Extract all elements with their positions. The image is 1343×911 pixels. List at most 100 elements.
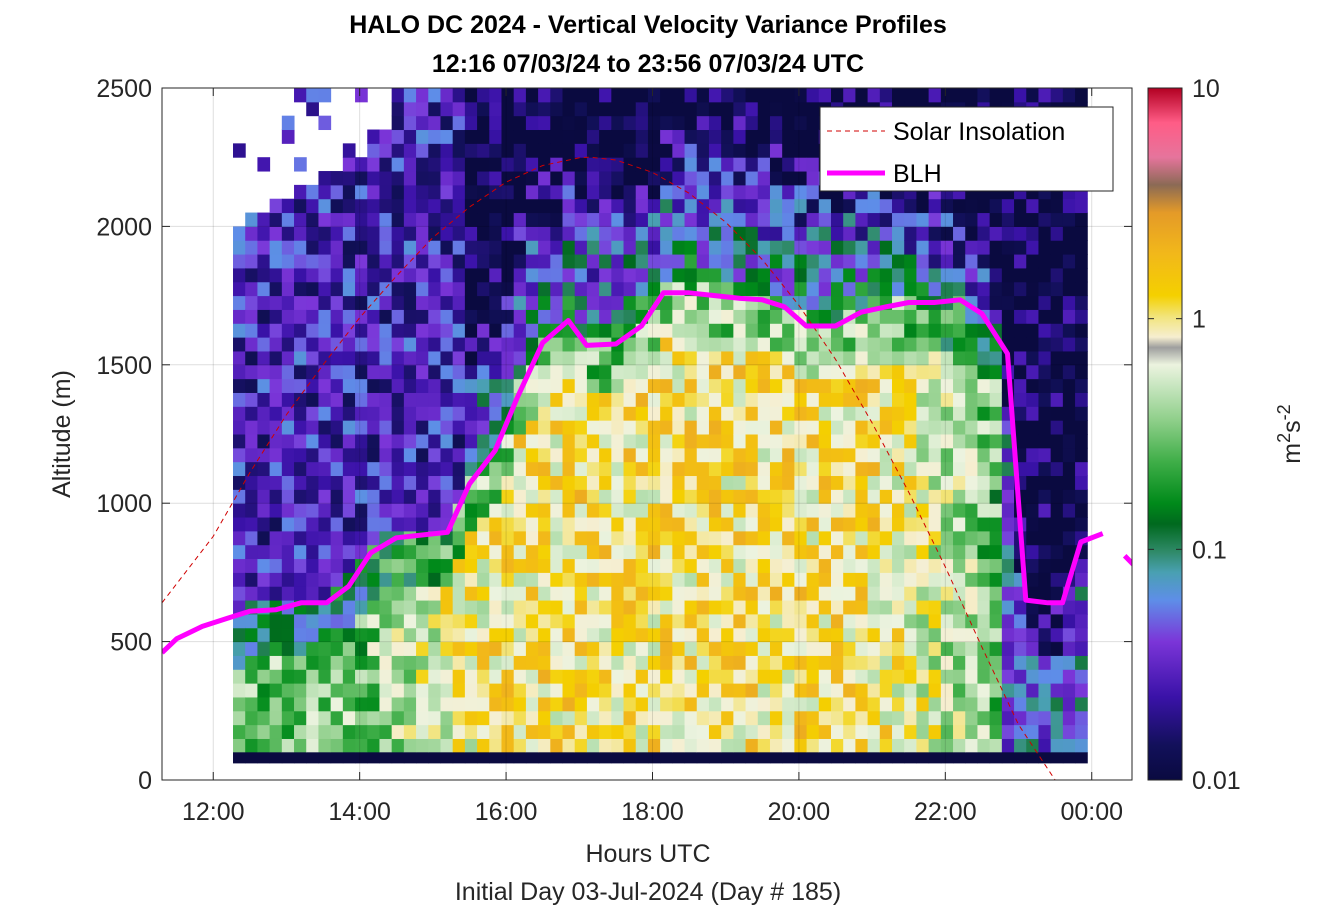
variance-cell (684, 544, 698, 560)
variance-cell (611, 198, 625, 214)
variance-cell (416, 586, 429, 601)
variance-cell (257, 558, 271, 573)
variance-cell (782, 88, 795, 103)
variance-cell (245, 295, 258, 310)
variance-cell (879, 613, 893, 629)
variance-cell (611, 101, 625, 117)
variance-cell (550, 226, 564, 241)
x-tick-label: 12:00 (182, 798, 245, 826)
variance-cell (1014, 88, 1027, 103)
variance-cell (452, 337, 466, 352)
variance-cell (721, 558, 734, 573)
variance-cell (611, 586, 625, 601)
variance-cell (977, 683, 991, 698)
variance-cell (904, 503, 917, 518)
variance-cell (330, 489, 344, 504)
variance-cell (501, 683, 515, 698)
variance-cell (245, 641, 258, 656)
variance-cell (355, 420, 368, 435)
variance-cell (721, 143, 734, 158)
variance-cell (635, 475, 649, 490)
variance-cell (1001, 627, 1015, 643)
variance-cell (977, 710, 991, 726)
variance-cell (635, 655, 649, 670)
variance-cell (830, 364, 844, 380)
variance-cell (1038, 683, 1052, 698)
variance-cell (843, 447, 856, 463)
variance-cell (330, 254, 344, 269)
variance-cell (892, 696, 905, 712)
variance-cell (1062, 600, 1076, 615)
variance-cell (1050, 517, 1064, 532)
variance-cell (550, 503, 564, 518)
variance-cell (489, 641, 502, 656)
variance-cell (757, 489, 771, 504)
variance-cell (1050, 738, 1064, 753)
variance-cell (1026, 447, 1039, 463)
variance-cell (989, 378, 1003, 393)
variance-cell (1014, 641, 1027, 656)
variance-cell (513, 337, 527, 352)
variance-cell (977, 364, 991, 380)
variance-cell (892, 364, 905, 380)
variance-cell (355, 461, 368, 477)
y-tick-label: 1500 (96, 352, 152, 380)
variance-cell (769, 392, 783, 407)
variance-cell (269, 337, 283, 352)
variance-cell (574, 655, 588, 670)
variance-cell (733, 503, 747, 518)
variance-cell (550, 724, 564, 739)
variance-cell (367, 392, 380, 407)
variance-cell (843, 434, 856, 449)
variance-cell (501, 184, 515, 200)
variance-cell (440, 267, 454, 283)
x-tick-label: 22:00 (914, 798, 977, 826)
variance-cell (1050, 364, 1064, 380)
variance-cell (294, 696, 307, 712)
variance-cell (611, 309, 625, 324)
variance-cell (416, 254, 429, 269)
variance-cell (403, 517, 417, 532)
variance-cell (1026, 212, 1039, 227)
variance-cell (818, 669, 832, 684)
variance-cell (647, 683, 661, 698)
variance-cell (989, 309, 1003, 324)
variance-cell (1026, 198, 1039, 214)
variance-cell (525, 627, 539, 643)
variance-cell (696, 171, 710, 186)
variance-cell (611, 683, 625, 698)
variance-cell (489, 724, 502, 739)
variance-cell (464, 530, 478, 546)
variance-cell (342, 461, 356, 477)
variance-cell (464, 503, 478, 518)
variance-cell (830, 337, 844, 352)
variance-cell (599, 198, 612, 214)
variance-cell (1026, 240, 1039, 255)
variance-cell (1050, 240, 1064, 255)
variance-cell (672, 627, 686, 643)
variance-cell (830, 586, 844, 601)
variance-cell (806, 696, 820, 712)
variance-cell (355, 489, 368, 504)
variance-cell (550, 530, 564, 546)
variance-cell (843, 295, 856, 310)
variance-cell (452, 530, 466, 546)
variance-cell (403, 378, 417, 393)
variance-cell (586, 724, 600, 739)
variance-cell (440, 240, 454, 255)
variance-cell (550, 447, 564, 463)
variance-cell (306, 655, 319, 670)
variance-cell (892, 683, 905, 698)
variance-cell (379, 406, 393, 421)
variance-cell (782, 683, 795, 698)
variance-cell (416, 489, 429, 504)
variance-cell (635, 240, 649, 255)
variance-cell (623, 503, 637, 518)
variance-cell (769, 267, 783, 283)
variance-cell (953, 392, 966, 407)
variance-cell (489, 364, 502, 380)
variance-cell (977, 254, 991, 269)
variance-cell (245, 517, 258, 532)
variance-cell (416, 364, 429, 380)
variance-cell (440, 669, 454, 684)
